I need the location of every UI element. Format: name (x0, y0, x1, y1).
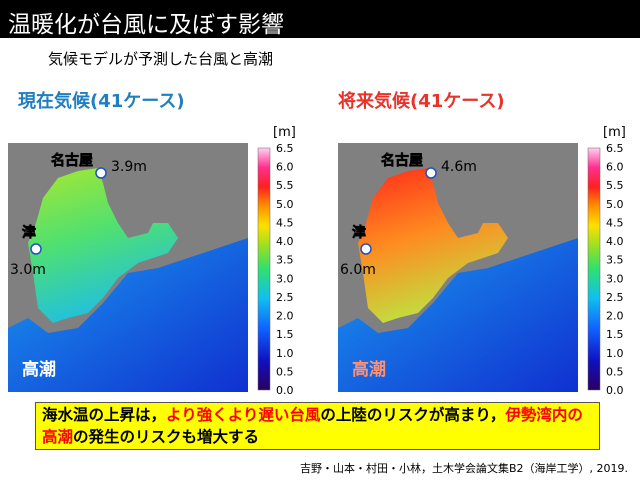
colorbar-tick-label: 6.5 (606, 142, 624, 155)
colorbar-tick-label: 2.0 (276, 310, 294, 323)
panel-heading: 将来気候(41ケース) (338, 91, 505, 112)
panel-heading: 現在気候(41ケース) (18, 91, 185, 112)
colorbar-tick-label: 6.0 (606, 161, 624, 174)
colorbar-tick-label: 5.5 (606, 179, 624, 192)
city-marker (95, 167, 107, 179)
colorbar (257, 147, 271, 391)
callout-text: 海水温の上昇は， (42, 406, 167, 424)
surge-value: 4.6m (441, 159, 477, 175)
colorbar-tick-label: 0.5 (606, 365, 624, 378)
callout-text: 伊勢湾内の高潮 (42, 406, 583, 446)
callout-text: の上陸のリスクが高まり， (320, 406, 506, 424)
colorbar-tick-label: 4.5 (606, 216, 624, 229)
city-label: 津 (352, 224, 366, 241)
colorbar-tick-label: 3.0 (606, 272, 624, 285)
colorbar-tick-label: 5.0 (276, 198, 294, 211)
region-label: 高潮 (22, 359, 56, 380)
colorbar-tick-label: 0.0 (606, 384, 624, 397)
colorbar-tick-label: 4.0 (276, 235, 294, 248)
sea (338, 238, 578, 392)
maps: 名古屋 3.9m 津 3.0m 高潮 [m] 0.0 0.5 1.0 1.5 2.0 2.5 3.0 3.… (8, 125, 626, 397)
city-label: 津 (22, 224, 36, 241)
city-marker (30, 243, 42, 255)
colorbar-tick-label: 6.0 (276, 161, 294, 174)
colorbar-tick-label: 1.5 (276, 328, 294, 341)
region-label: 高潮 (352, 359, 386, 380)
map-panel: 名古屋 3.9m 津 3.0m 高潮 (8, 143, 248, 392)
colorbar-tick-label: 1.0 (606, 347, 624, 360)
subtitle: 気候モデルが予測した台風と高潮 (48, 50, 274, 68)
colorbar-unit: [m] (603, 125, 626, 140)
surge-value: 6.0m (340, 262, 376, 278)
callout-text: より強くより遅い台風 (166, 406, 321, 424)
callout-box: 海水温の上昇は，より強くより遅い台風の上陸のリスクが高まり，伊勢湾内の高潮の発生… (35, 402, 600, 450)
city-label: 名古屋 (51, 152, 93, 169)
colorbar-unit: [m] (273, 125, 296, 140)
colorbar-tick-label: 1.0 (276, 347, 294, 360)
colorbar-tick-label: 4.0 (606, 235, 624, 248)
sea (8, 238, 248, 392)
surge-value: 3.0m (10, 262, 46, 278)
colorbar-tick-label: 0.5 (276, 365, 294, 378)
city-label: 名古屋 (381, 152, 423, 169)
colorbar (587, 147, 601, 391)
colorbar-tick-label: 4.5 (276, 216, 294, 229)
colorbar-tick-label: 2.5 (606, 291, 624, 304)
citation: 吉野・山本・村田・小林，土木学会論文集B2（海岸工学）, 2019. (299, 462, 628, 475)
colorbar-tick-label: 5.0 (606, 198, 624, 211)
colorbar-tick-label: 3.5 (606, 254, 624, 267)
colorbar-tick-label: 3.5 (276, 254, 294, 267)
map-panel: 名古屋 4.6m 津 6.0m 高潮 (338, 143, 578, 392)
surge-value: 3.9m (111, 159, 147, 175)
slide-title: 温暖化が台風に及ぼす影響 (8, 12, 284, 38)
colorbar-tick-label: 5.5 (276, 179, 294, 192)
callout-text: の発生のリスクも増大する (73, 428, 260, 446)
city-marker (360, 243, 372, 255)
bay (28, 168, 178, 323)
bay (358, 168, 508, 323)
colorbar-tick-label: 0.0 (276, 384, 294, 397)
city-marker (425, 167, 437, 179)
colorbar-tick-label: 3.0 (276, 272, 294, 285)
colorbar-tick-label: 2.5 (276, 291, 294, 304)
colorbar-tick-label: 1.5 (606, 328, 624, 341)
colorbar-tick-label: 6.5 (276, 142, 294, 155)
colorbar-tick-label: 2.0 (606, 310, 624, 323)
title-bar: 温暖化が台風に及ぼす影響 (0, 0, 640, 38)
